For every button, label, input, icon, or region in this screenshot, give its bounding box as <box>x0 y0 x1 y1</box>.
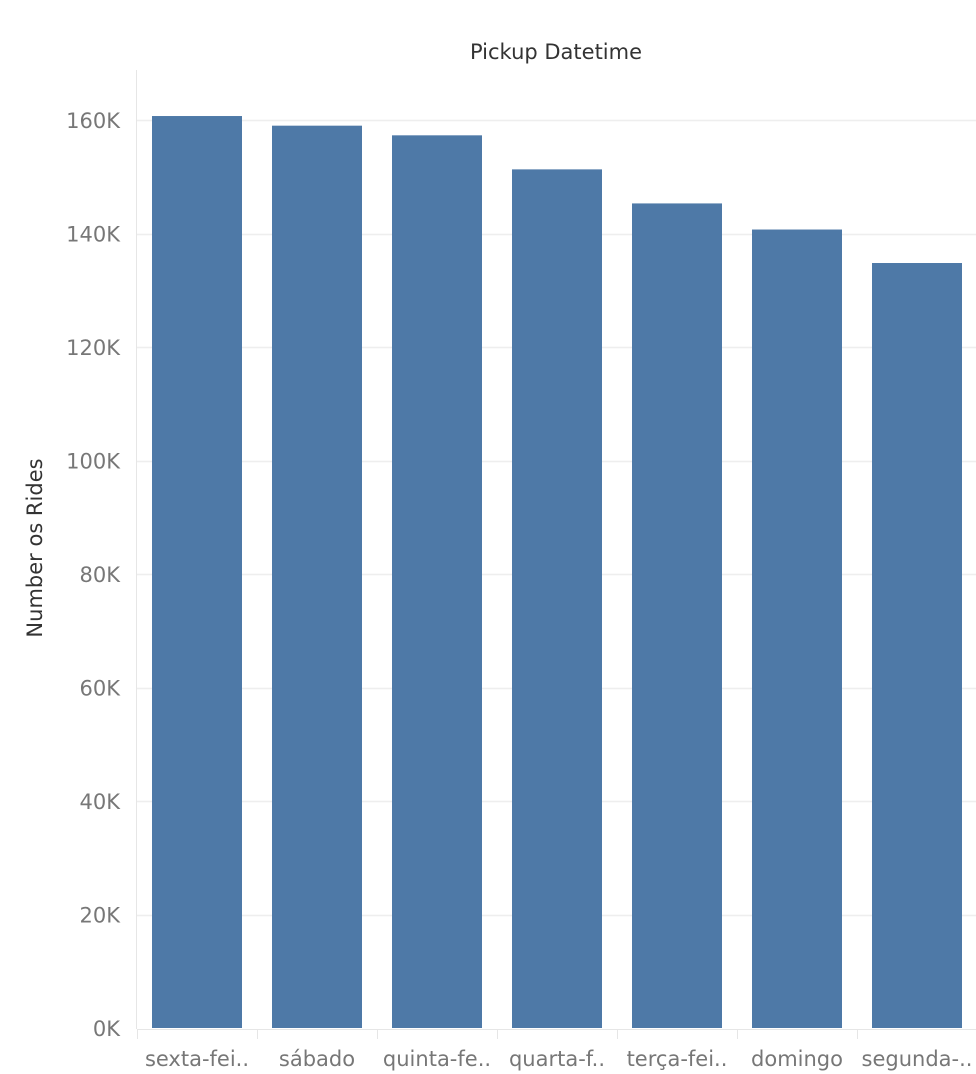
y-tick-label: 80K <box>80 563 122 587</box>
y-tick-label: 120K <box>66 336 121 360</box>
x-axis-ticks: sexta-fei.. sábado quinta-fe.. quarta-f.. te… <box>145 1047 973 1071</box>
axes <box>136 70 976 1039</box>
y-tick-label: 60K <box>80 677 122 701</box>
y-tick-label: 160K <box>66 109 121 133</box>
y-tick-label: 20K <box>80 904 122 928</box>
bar <box>632 203 722 1029</box>
y-tick-label: 140K <box>66 223 121 247</box>
bar <box>152 116 242 1029</box>
x-tick-label: terça-fei.. <box>627 1047 728 1071</box>
y-axis-ticks: 0K 20K 40K 60K 80K 100K 120K 140K 160K <box>66 109 121 1041</box>
y-tick-label: 0K <box>93 1017 121 1041</box>
x-tick-label: segunda-.. <box>862 1047 973 1071</box>
bars <box>152 116 962 1029</box>
x-tick-label: domingo <box>751 1047 843 1071</box>
bar <box>392 135 482 1028</box>
bar <box>272 125 362 1029</box>
x-tick-label: quinta-fe.. <box>383 1047 491 1071</box>
y-axis-label: Number os Rides <box>23 458 47 637</box>
y-tick-label: 100K <box>66 450 121 474</box>
bar <box>752 229 842 1029</box>
x-tick-label: sexta-fei.. <box>145 1047 249 1071</box>
bar <box>872 263 962 1028</box>
chart-title: Pickup Datetime <box>470 40 642 64</box>
y-tick-label: 40K <box>80 790 122 814</box>
x-tick-label: sábado <box>279 1047 355 1071</box>
x-tick-label: quarta-f.. <box>509 1047 605 1071</box>
bar <box>512 169 602 1028</box>
